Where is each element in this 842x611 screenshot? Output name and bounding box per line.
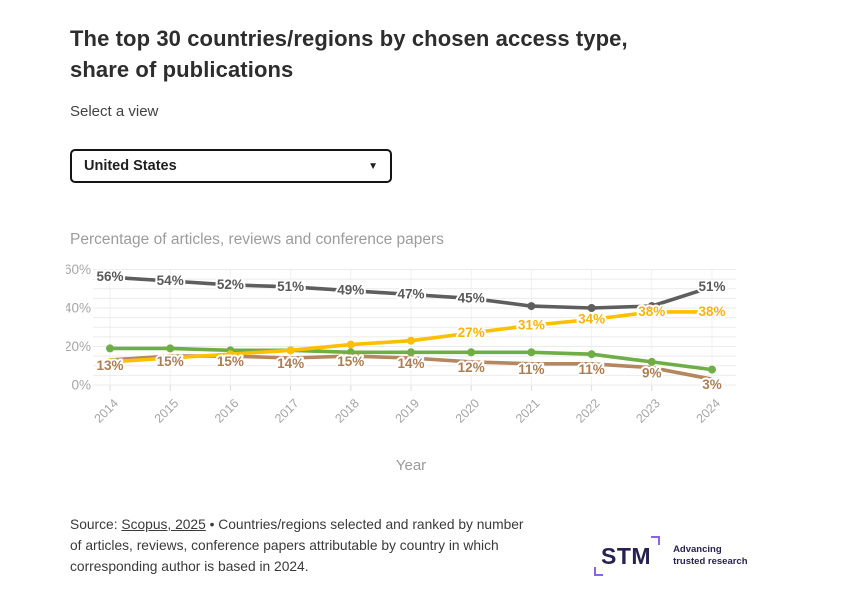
data-label-brown-line: 11% xyxy=(578,362,604,377)
data-point-green-line xyxy=(407,348,415,357)
line-chart: 2014 2015 2016 2017 2018 2019 2020 2021 2022 2023… xyxy=(64,255,780,497)
data-label-brown-line: 15% xyxy=(217,354,244,369)
x-axis-year-label: 2024 xyxy=(694,396,724,426)
data-label-gray-line: 54% xyxy=(157,273,184,288)
stm-logo-text: STM xyxy=(601,543,652,569)
bracket-top-right-icon xyxy=(651,536,661,545)
view-dropdown-value: United States xyxy=(84,158,177,174)
stm-tagline-line1: Advancing xyxy=(673,543,722,555)
data-point-yellow-line xyxy=(106,357,114,366)
data-point-green-line xyxy=(166,344,175,353)
data-point-gray-line xyxy=(647,302,656,311)
view-selector-label: Select a view xyxy=(70,103,159,120)
stm-logo: STM Advancing trusted research xyxy=(594,536,748,576)
data-label-yellow-line: 34% xyxy=(578,312,605,327)
chart-subtitle: Percentage of articles, reviews and conf… xyxy=(70,231,444,248)
x-axis-year-label: 2020 xyxy=(453,396,483,426)
data-point-green-line xyxy=(647,357,656,366)
series-gray-line xyxy=(108,275,714,310)
data-label-gray-line: 49% xyxy=(337,283,364,298)
data-point-yellow-line xyxy=(286,346,295,355)
data-point-green-line xyxy=(346,348,355,357)
data-label-brown-line: 15% xyxy=(157,354,184,369)
y-axis-label: 60% xyxy=(66,262,91,277)
data-point-green-line xyxy=(106,344,114,353)
data-point-green-line xyxy=(587,350,596,359)
chevron-down-icon: ▼ xyxy=(368,160,378,172)
data-label-brown-line: 11% xyxy=(518,362,544,377)
data-point-green-line xyxy=(708,365,716,374)
data-label-yellow-line: 31% xyxy=(518,317,545,332)
data-label-brown-line: 15% xyxy=(337,354,364,369)
page-title: The top 30 countries/regions by chosen a… xyxy=(70,26,628,82)
source-note: Source: Scopus, 2025 • Countries/regions… xyxy=(70,515,532,578)
data-label-brown-line: 14% xyxy=(397,356,424,371)
data-label-yellow-line: 38% xyxy=(638,304,665,319)
data-point-yellow-line xyxy=(166,354,175,363)
x-axis-year-label: 2021 xyxy=(513,396,543,426)
x-axis-title: Year xyxy=(396,457,426,474)
y-axis-label: 40% xyxy=(66,301,91,316)
data-point-gray-line xyxy=(527,302,536,311)
data-label-brown-line: 13% xyxy=(96,358,123,373)
source-prefix: Source: xyxy=(70,517,122,532)
data-label-gray-line: 52% xyxy=(217,277,244,292)
data-label-brown-line: 3% xyxy=(702,377,722,392)
data-point-yellow-line xyxy=(407,336,415,345)
data-point-yellow-line xyxy=(346,340,355,349)
bracket-bottom-left-icon xyxy=(594,567,603,576)
data-point-green-line xyxy=(527,348,536,357)
y-axis-label: 0% xyxy=(71,378,91,393)
stm-tagline-line2: trusted research xyxy=(673,556,748,567)
data-point-yellow-line xyxy=(226,350,235,359)
stm-logo-mark: STM xyxy=(594,536,661,576)
data-label-gray-line: 51% xyxy=(277,279,304,294)
data-label-gray-line: 56% xyxy=(96,269,123,284)
y-axis-label: 20% xyxy=(66,339,91,354)
source-link[interactable]: Scopus, 2025 xyxy=(121,517,206,532)
data-label-gray-line: 45% xyxy=(458,290,485,305)
x-axis-year-label: 2016 xyxy=(212,396,242,426)
data-label-gray-line: 51% xyxy=(698,279,725,294)
view-dropdown[interactable]: United States ▼ xyxy=(70,149,392,183)
data-point-green-line xyxy=(467,348,476,357)
x-axis-year-label: 2015 xyxy=(152,396,182,426)
data-point-gray-line xyxy=(587,304,596,312)
data-label-yellow-line: 27% xyxy=(458,325,485,340)
source-rest: • Countries/regions selected and ranked … xyxy=(70,517,524,574)
x-axis-year-label: 2014 xyxy=(92,396,122,426)
data-label-brown-line: 14% xyxy=(277,356,304,371)
data-label-brown-line: 12% xyxy=(458,360,485,375)
stm-tagline: Advancing trusted research xyxy=(673,544,747,569)
chart-svg: 2014 2015 2016 2017 2018 2019 2020 2021 2022 2023… xyxy=(64,262,736,474)
data-label-yellow-line: 38% xyxy=(698,304,725,319)
x-axis-year-label: 2017 xyxy=(272,396,302,426)
x-axis-year-label: 2022 xyxy=(573,396,603,426)
x-axis-year-label: 2019 xyxy=(393,396,423,426)
x-axis-year-label: 2018 xyxy=(332,396,362,426)
data-label-brown-line: 9% xyxy=(642,366,662,381)
x-axis-year-label: 2023 xyxy=(633,396,663,426)
data-label-gray-line: 47% xyxy=(397,287,424,302)
